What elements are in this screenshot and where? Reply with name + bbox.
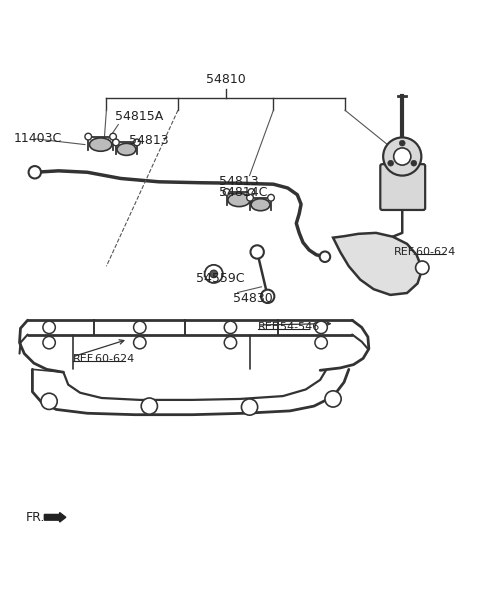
Circle shape	[251, 245, 264, 259]
Circle shape	[110, 134, 116, 140]
Circle shape	[141, 398, 157, 414]
Polygon shape	[333, 233, 422, 295]
Circle shape	[43, 336, 55, 349]
Circle shape	[43, 321, 55, 334]
Ellipse shape	[228, 193, 250, 206]
Circle shape	[204, 265, 223, 283]
Circle shape	[224, 321, 237, 334]
Circle shape	[41, 393, 57, 410]
Text: REF.60-624: REF.60-624	[73, 354, 135, 364]
Circle shape	[85, 134, 92, 140]
Ellipse shape	[117, 143, 136, 155]
Circle shape	[268, 194, 275, 201]
Circle shape	[315, 336, 327, 349]
Circle shape	[247, 194, 253, 201]
Circle shape	[388, 160, 394, 166]
Circle shape	[248, 189, 255, 195]
Text: 54813: 54813	[218, 175, 258, 188]
Circle shape	[113, 139, 119, 146]
Circle shape	[394, 148, 411, 165]
Text: REF.60-624: REF.60-624	[394, 247, 456, 257]
Circle shape	[241, 399, 258, 415]
Text: 54815A: 54815A	[115, 110, 163, 123]
Text: REF.54-546: REF.54-546	[258, 322, 320, 333]
Circle shape	[261, 290, 275, 303]
Polygon shape	[44, 512, 66, 522]
Circle shape	[224, 336, 237, 349]
Circle shape	[325, 391, 341, 407]
Circle shape	[411, 160, 417, 166]
Circle shape	[320, 251, 330, 262]
Circle shape	[416, 261, 429, 274]
Circle shape	[133, 336, 146, 349]
Text: 54814C: 54814C	[218, 186, 267, 200]
Circle shape	[399, 140, 405, 146]
Text: 11403C: 11403C	[14, 132, 62, 145]
Circle shape	[133, 321, 146, 334]
Text: 54830: 54830	[233, 292, 273, 305]
Text: 54813: 54813	[129, 134, 169, 147]
Circle shape	[29, 166, 41, 178]
Ellipse shape	[251, 198, 270, 211]
Circle shape	[133, 139, 140, 146]
Circle shape	[223, 189, 230, 195]
Circle shape	[315, 321, 327, 334]
FancyBboxPatch shape	[380, 164, 425, 210]
Circle shape	[383, 137, 421, 175]
Ellipse shape	[89, 138, 112, 151]
Text: FR.: FR.	[25, 511, 45, 524]
Text: 54559C: 54559C	[196, 272, 245, 285]
Text: 54810: 54810	[206, 73, 246, 86]
Circle shape	[210, 270, 217, 278]
